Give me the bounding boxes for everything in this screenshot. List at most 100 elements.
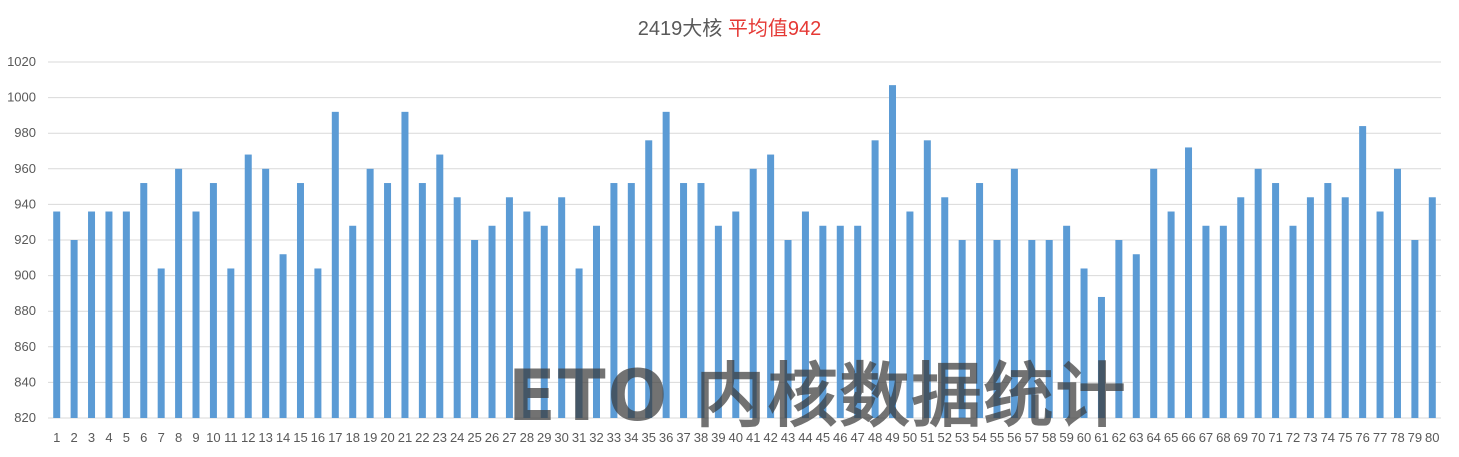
bar: [732, 211, 740, 418]
x-tick-label: 67: [1199, 430, 1213, 445]
x-tick-label: 31: [572, 430, 586, 445]
bar: [923, 140, 931, 418]
bar: [1376, 211, 1384, 418]
bar: [627, 183, 635, 418]
bar: [558, 197, 566, 418]
y-tick-label: 980: [14, 125, 36, 140]
bar: [1324, 183, 1332, 418]
bar: [854, 225, 862, 418]
bars: [53, 85, 1436, 418]
x-tick-label: 75: [1338, 430, 1352, 445]
bar: [1428, 197, 1436, 418]
bar: [871, 140, 879, 418]
x-tick-label: 78: [1390, 430, 1404, 445]
x-tick-label: 29: [537, 430, 551, 445]
bar: [1237, 197, 1245, 418]
x-tick-label: 53: [955, 430, 969, 445]
bar: [1063, 225, 1071, 418]
y-tick-label: 840: [14, 374, 36, 389]
bar: [384, 183, 392, 418]
x-tick-label: 59: [1059, 430, 1073, 445]
x-tick-label: 47: [850, 430, 864, 445]
x-tick-label: 46: [833, 430, 847, 445]
x-tick-label: 23: [433, 430, 447, 445]
x-tick-label: 24: [450, 430, 464, 445]
watermark-text: ETO 内核数据统计: [508, 355, 1128, 437]
bar: [1254, 168, 1262, 418]
y-tick-label: 820: [14, 410, 36, 425]
x-tick-label: 21: [398, 430, 412, 445]
x-tick-label: 38: [694, 430, 708, 445]
x-tick-label: 68: [1216, 430, 1230, 445]
y-axis-ticks: 820 840 860 880 900 920 940 960 980 1000 1020: [7, 54, 36, 425]
bar: [1167, 211, 1175, 418]
bar: [1341, 197, 1349, 418]
x-tick-label: 48: [868, 430, 882, 445]
bar: [680, 183, 688, 418]
bar: [1028, 240, 1036, 418]
bar: [645, 140, 653, 418]
bar: [906, 211, 914, 418]
x-tick-label: 61: [1094, 430, 1108, 445]
bar: [1411, 240, 1419, 418]
bar: [575, 268, 583, 418]
x-tick-label: 44: [798, 430, 812, 445]
x-tick-label: 69: [1234, 430, 1248, 445]
x-tick-label: 3: [88, 430, 95, 445]
x-tick-label: 10: [206, 430, 220, 445]
bar: [296, 183, 304, 418]
x-tick-label: 33: [607, 430, 621, 445]
x-tick-label: 54: [972, 430, 986, 445]
y-tick-label: 880: [14, 303, 36, 318]
y-tick-label: 940: [14, 196, 36, 211]
x-tick-label: 76: [1355, 430, 1369, 445]
y-tick-label: 1020: [7, 54, 36, 69]
x-tick-label: 51: [920, 430, 934, 445]
bar: [993, 240, 1001, 418]
x-tick-label: 1: [53, 430, 60, 445]
x-tick-label: 73: [1303, 430, 1317, 445]
chart-title-main: 2419大核: [637, 18, 723, 40]
x-tick-label: 77: [1373, 430, 1387, 445]
bar: [1150, 168, 1158, 418]
x-tick-label: 50: [903, 430, 917, 445]
x-tick-label: 65: [1164, 430, 1178, 445]
bar: [157, 268, 165, 418]
bar: [1185, 147, 1193, 418]
bar: [366, 168, 374, 418]
x-tick-label: 56: [1007, 430, 1021, 445]
x-tick-label: 14: [276, 430, 290, 445]
x-tick-label: 45: [816, 430, 830, 445]
x-tick-label: 26: [485, 430, 499, 445]
chart-title-average: 平均值942: [727, 18, 822, 40]
bar: [1132, 254, 1140, 418]
bar: [471, 240, 479, 418]
bar: [418, 183, 426, 418]
bar: [523, 211, 531, 418]
x-tick-label: 28: [520, 430, 534, 445]
x-tick-label: 52: [938, 430, 952, 445]
x-tick-label: 55: [990, 430, 1004, 445]
bar: [540, 225, 548, 418]
y-tick-label: 960: [14, 161, 36, 176]
bar: [1359, 126, 1367, 418]
x-tick-label: 71: [1268, 430, 1282, 445]
bar: [140, 183, 148, 418]
x-tick-label: 6: [140, 430, 147, 445]
x-tick-label: 19: [363, 430, 377, 445]
x-tick-label: 30: [554, 430, 568, 445]
bar: [784, 240, 792, 418]
x-tick-label: 57: [1025, 430, 1039, 445]
x-tick-label: 43: [781, 430, 795, 445]
x-tick-label: 36: [659, 430, 673, 445]
bar: [436, 154, 444, 418]
x-tick-label: 11: [224, 430, 238, 445]
x-tick-label: 42: [763, 430, 777, 445]
bar: [749, 168, 757, 418]
bar: [209, 183, 217, 418]
bar: [889, 85, 897, 418]
x-tick-label: 20: [380, 430, 394, 445]
x-tick-label: 80: [1425, 430, 1439, 445]
x-tick-label: 9: [192, 430, 199, 445]
x-tick-label: 27: [502, 430, 516, 445]
